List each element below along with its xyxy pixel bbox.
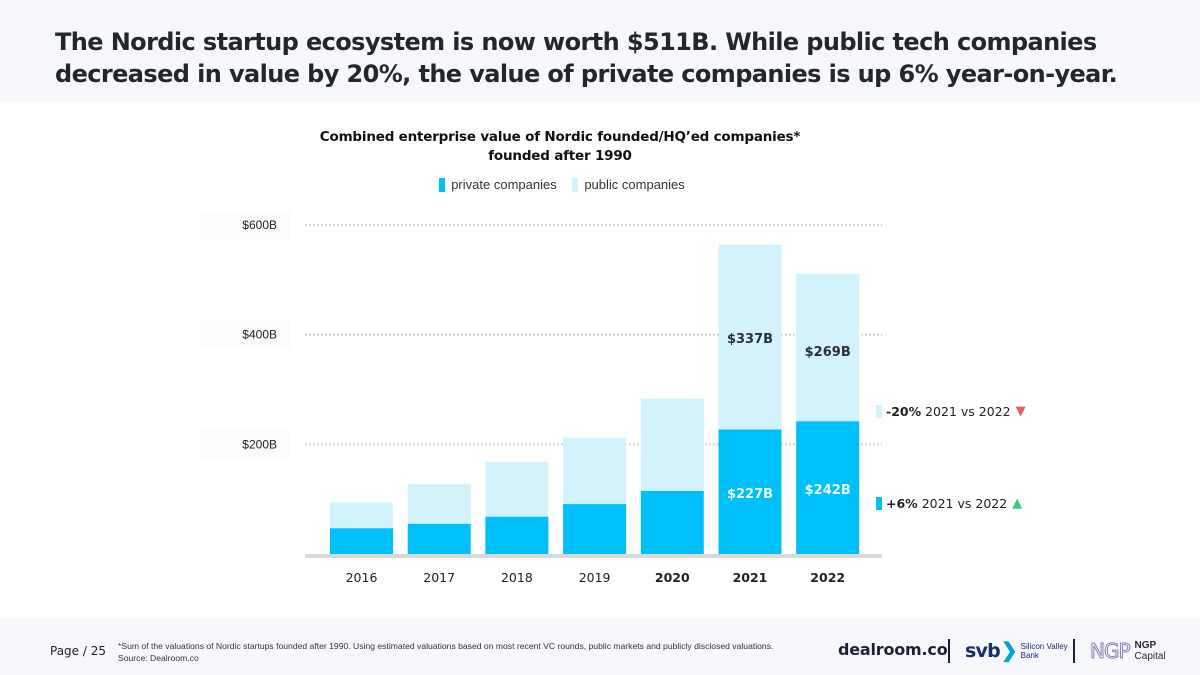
bar-public-2020 bbox=[640, 398, 704, 491]
x-tick-label: 2019 bbox=[579, 570, 611, 585]
logo-divider bbox=[1073, 639, 1075, 663]
bar-private-2022 bbox=[796, 421, 860, 554]
ngp-logo-mark-icon: NGP bbox=[1090, 639, 1132, 664]
y-tick-panel bbox=[200, 320, 290, 349]
legend-label-public: public companies bbox=[584, 177, 685, 192]
annotation-public-change: -20% 2021 vs 2022 ▼ bbox=[876, 404, 1026, 419]
annotation-public-percent: -20% bbox=[886, 404, 922, 419]
chart-title-line-1: Combined enterprise value of Nordic foun… bbox=[319, 129, 801, 145]
bar-public-2017 bbox=[407, 483, 471, 524]
ngp-logo-line-1: NGP bbox=[1134, 640, 1157, 651]
x-tick-label: 2020 bbox=[655, 570, 690, 585]
page-number: / 25 bbox=[82, 644, 107, 658]
x-axis-line bbox=[305, 554, 882, 558]
legend-label-private: private companies bbox=[451, 177, 557, 192]
x-tick-label: 2022 bbox=[810, 570, 845, 585]
legend-item-public: public companies bbox=[572, 177, 685, 192]
annotation-private-change: +6% 2021 vs 2022 ▲ bbox=[876, 496, 1022, 511]
annotation-public-text: 2021 vs 2022 bbox=[925, 404, 1011, 419]
page-headline: The Nordic startup ecosystem is now wort… bbox=[55, 28, 1118, 88]
annotation-private-percent: +6% bbox=[886, 496, 918, 511]
annotation-swatch-public bbox=[876, 405, 882, 418]
logo-divider bbox=[948, 639, 950, 663]
header-band bbox=[0, 0, 1200, 102]
svb-subtitle-line-1: Silicon Valley bbox=[1020, 641, 1068, 651]
bar-public-2019 bbox=[563, 437, 627, 505]
y-tick-label: $600B bbox=[242, 218, 277, 232]
legend-swatch-public bbox=[572, 177, 579, 192]
legend-swatch-private bbox=[439, 177, 446, 192]
chart-legend: private companies public companies bbox=[0, 177, 1124, 195]
bar-private-2020 bbox=[640, 490, 704, 554]
bar-public-2018 bbox=[485, 461, 549, 517]
y-tick-label: $200B bbox=[242, 437, 277, 451]
bar-private-2019 bbox=[563, 504, 627, 554]
page-indicator: Page / 25 bbox=[50, 644, 106, 658]
y-tick-panel bbox=[200, 211, 290, 239]
chart-title-line-2: founded after 1990 bbox=[488, 148, 632, 164]
bar-public-2022 bbox=[796, 273, 860, 422]
triangle-down-icon: ▼ bbox=[1015, 404, 1026, 419]
triangle-up-icon: ▲ bbox=[1012, 496, 1023, 511]
source-text: Source: Dealroom.co bbox=[118, 653, 199, 663]
svb-logo: svb ❯ Silicon Valley Bank bbox=[965, 638, 1068, 663]
x-tick-label: 2021 bbox=[733, 570, 768, 585]
y-tick-panel bbox=[200, 430, 290, 459]
data-label: $242B bbox=[805, 483, 851, 498]
chart-title: Combined enterprise value of Nordic foun… bbox=[290, 128, 830, 166]
bar-public-2016 bbox=[330, 502, 393, 529]
x-tick-label: 2018 bbox=[501, 570, 533, 585]
x-tick-label: 2017 bbox=[423, 570, 455, 585]
annotation-private-text: 2021 vs 2022 bbox=[921, 496, 1008, 511]
data-label: $227B bbox=[727, 487, 773, 502]
data-label: $269B bbox=[805, 345, 851, 360]
bar-private-2021 bbox=[718, 429, 782, 554]
legend-item-private: private companies bbox=[439, 177, 557, 192]
svb-chevron-icon: ❯ bbox=[1000, 640, 1018, 662]
svb-subtitle-line-2: Bank bbox=[1020, 650, 1039, 660]
ngp-capital-logo: NGP NGP Capital bbox=[1090, 639, 1166, 664]
x-tick-label: 2016 bbox=[346, 570, 378, 585]
page-label: Page bbox=[50, 644, 80, 658]
svb-logo-subtitle: Silicon Valley Bank bbox=[1021, 642, 1068, 660]
annotation-swatch-private bbox=[876, 497, 882, 510]
footer-band bbox=[0, 618, 1200, 675]
bar-private-2018 bbox=[485, 516, 549, 554]
dealroom-logo: dealroom.co bbox=[838, 640, 948, 659]
ngp-logo-text: NGP Capital bbox=[1135, 640, 1166, 662]
bar-private-2017 bbox=[407, 523, 471, 554]
bar-private-2016 bbox=[330, 528, 393, 554]
bar-public-2021 bbox=[718, 244, 782, 430]
footnote-text: *Sum of the valuations of Nordic startup… bbox=[118, 641, 774, 651]
svb-logo-text: svb bbox=[965, 639, 1001, 662]
y-tick-label: $400B bbox=[242, 328, 277, 342]
data-label: $337B bbox=[727, 332, 773, 347]
footnote: *Sum of the valuations of Nordic startup… bbox=[118, 640, 773, 664]
ngp-logo-line-2: Capital bbox=[1134, 651, 1166, 662]
